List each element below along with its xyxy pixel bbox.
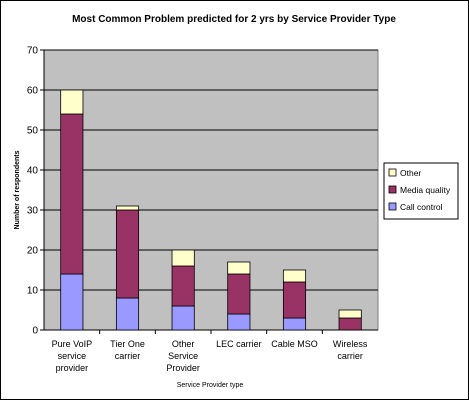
bar-other xyxy=(60,89,84,115)
legend-swatch xyxy=(388,185,397,194)
bar-other xyxy=(282,269,307,283)
y-tick-label: 40 xyxy=(27,166,39,177)
x-tick-label: Other Service Provider xyxy=(166,339,200,373)
x-tick-label: LEC carrier xyxy=(216,339,262,349)
y-tick-label: 20 xyxy=(27,246,39,257)
legend-swatch xyxy=(388,202,397,211)
bar-media-quality xyxy=(282,281,307,319)
bar-call-control xyxy=(282,317,307,331)
y-tick-label: 50 xyxy=(27,126,39,137)
y-axis-label: Number of respondents xyxy=(14,150,21,229)
bar-other xyxy=(171,249,195,267)
legend-label: Call control xyxy=(400,202,443,212)
bar-media-quality xyxy=(171,265,195,307)
legend-swatch xyxy=(388,168,397,177)
bar-media-quality xyxy=(338,317,362,331)
x-tick-label: Wireless carrier xyxy=(333,339,368,361)
y-tick-label: 70 xyxy=(27,46,39,57)
x-tick-label: Tier One carrier xyxy=(110,339,145,361)
bar-media-quality xyxy=(60,113,84,275)
plot-area: 0 10 20 30 40 50 60 70 Pure VoIP service provider T… xyxy=(27,46,379,373)
legend-label: Other xyxy=(400,168,421,178)
bar-other xyxy=(115,205,140,211)
plot-background xyxy=(43,49,379,331)
y-tick-label: 10 xyxy=(27,286,39,297)
bar-call-control xyxy=(115,297,140,331)
bar-media-quality xyxy=(227,273,251,315)
x-tick-label: Cable MSO xyxy=(271,339,318,349)
bar-call-control xyxy=(227,313,251,331)
y-tick-label: 0 xyxy=(32,326,38,337)
bar-other xyxy=(227,261,251,275)
legend: Other Media quality Call control xyxy=(383,162,459,220)
y-tick-label: 30 xyxy=(27,206,39,217)
legend-label: Media quality xyxy=(400,185,451,195)
bar-other xyxy=(338,309,362,319)
x-axis-label: Service Provider type xyxy=(177,382,244,389)
bar-call-control xyxy=(60,273,84,331)
y-tick-label: 60 xyxy=(27,86,39,97)
x-tick-label: Pure VoIP service provider xyxy=(52,339,93,373)
chart-title: Most Common Problem predicted for 2 yrs … xyxy=(72,14,396,25)
bar-media-quality xyxy=(115,209,140,299)
bar-call-control xyxy=(171,305,195,331)
